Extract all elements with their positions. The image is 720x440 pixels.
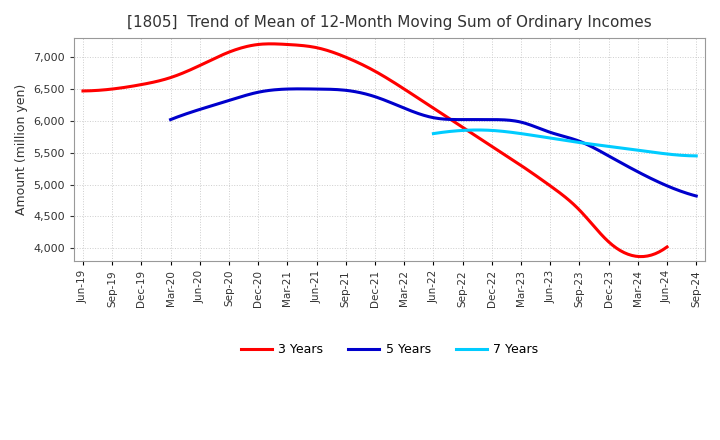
7 Years	[668, 152, 677, 157]
5 Years	[644, 175, 653, 180]
3 Years	[81, 88, 89, 94]
3 Years	[573, 205, 582, 210]
5 Years	[692, 193, 701, 198]
3 Years	[266, 41, 275, 47]
3 Years	[426, 104, 435, 109]
7 Years	[473, 127, 482, 132]
5 Years	[166, 117, 175, 122]
7 Years	[586, 141, 595, 147]
7 Years	[591, 142, 600, 147]
5 Years	[611, 157, 620, 162]
Title: [1805]  Trend of Mean of 12-Month Moving Sum of Ordinary Incomes: [1805] Trend of Mean of 12-Month Moving …	[127, 15, 652, 30]
7 Years	[429, 131, 438, 136]
3 Years	[610, 244, 618, 249]
5 Years	[294, 86, 303, 92]
3 Years	[78, 88, 87, 94]
5 Years	[168, 116, 176, 121]
Line: 5 Years: 5 Years	[171, 89, 696, 196]
7 Years	[430, 131, 438, 136]
3 Years	[428, 105, 437, 110]
7 Years	[692, 153, 701, 158]
3 Years	[637, 254, 646, 259]
5 Years	[490, 117, 498, 122]
5 Years	[480, 117, 488, 122]
5 Years	[481, 117, 490, 122]
7 Years	[585, 141, 594, 147]
Y-axis label: Amount (million yen): Amount (million yen)	[15, 84, 28, 215]
Line: 7 Years: 7 Years	[433, 130, 696, 156]
3 Years	[438, 111, 446, 117]
Line: 3 Years: 3 Years	[83, 44, 667, 257]
7 Years	[652, 150, 660, 155]
3 Years	[662, 244, 671, 249]
Legend: 3 Years, 5 Years, 7 Years: 3 Years, 5 Years, 7 Years	[235, 338, 544, 362]
